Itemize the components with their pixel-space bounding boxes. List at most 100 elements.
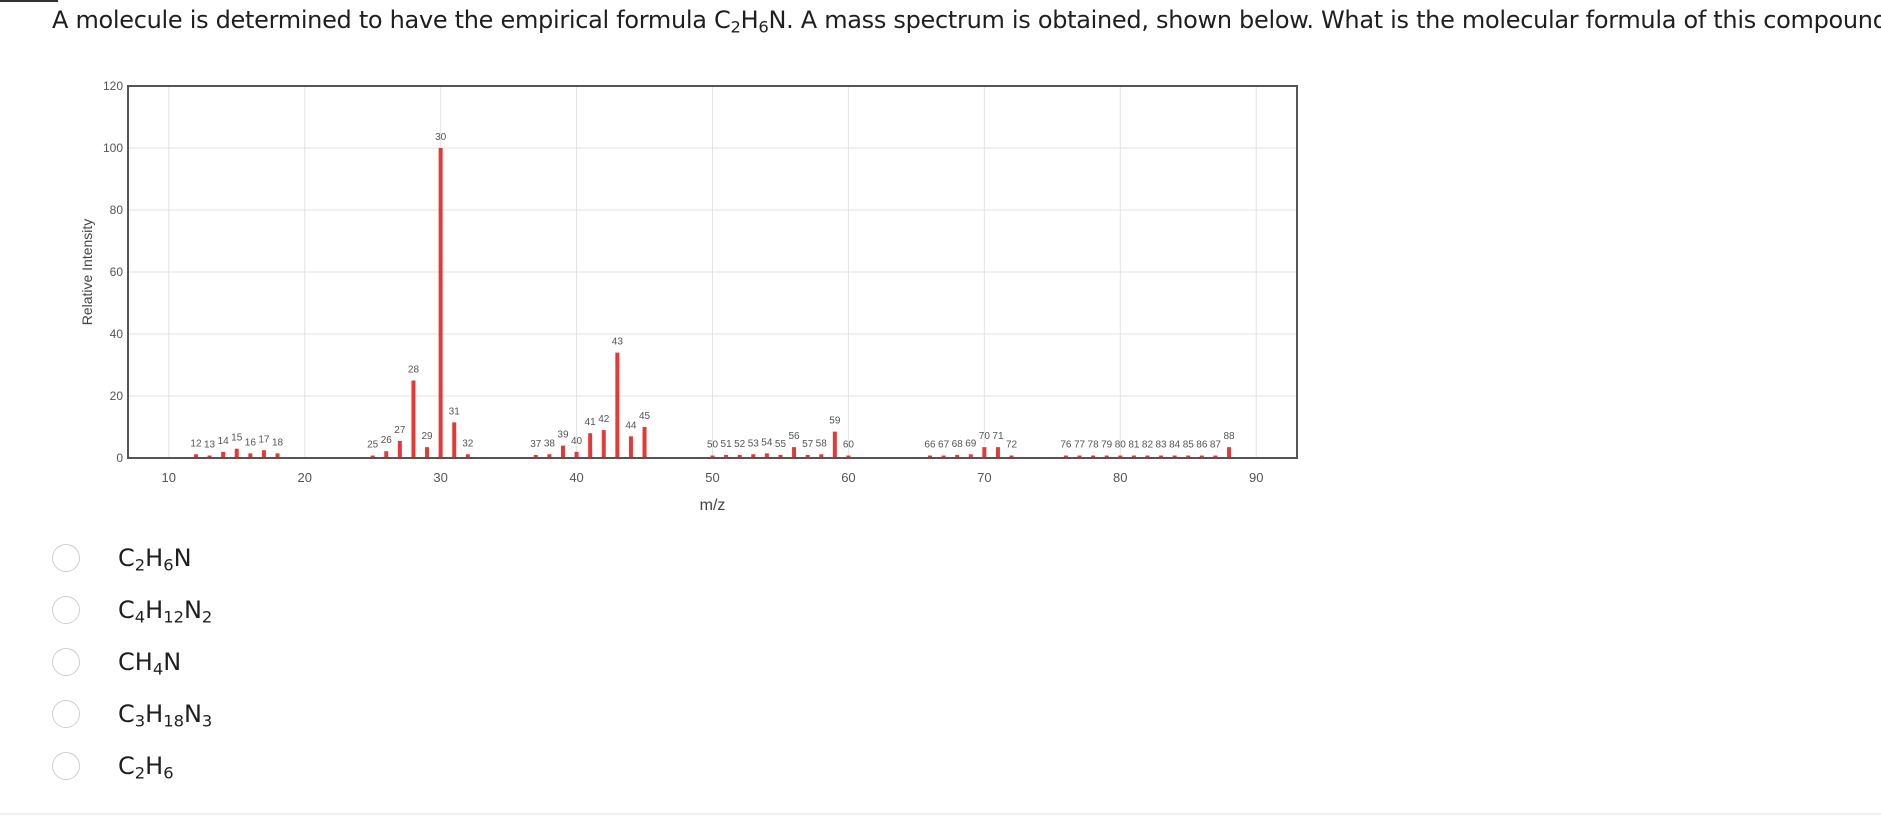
peak-label: 79	[1101, 440, 1113, 451]
peak-label: 29	[421, 431, 433, 442]
option-5[interactable]: C2H6	[52, 740, 212, 792]
x-tick-label: 20	[297, 470, 311, 485]
peak-bar	[397, 440, 402, 458]
peak-label: 59	[829, 416, 841, 427]
x-tick-label: 10	[162, 470, 176, 485]
option-1-radio[interactable]	[52, 544, 80, 572]
peak-bar	[751, 454, 756, 458]
peak-label: 55	[775, 439, 787, 450]
peak-bar	[465, 454, 470, 458]
peak-label: 82	[1142, 440, 1154, 451]
peak-bar	[438, 148, 443, 458]
option-5-label[interactable]: C2H6	[118, 752, 174, 783]
option-3-label[interactable]: CH4N	[118, 648, 182, 679]
peak-bar	[927, 455, 932, 458]
peak-bar	[995, 447, 1000, 458]
peak-bar	[792, 447, 797, 458]
peak-bar	[819, 454, 824, 458]
peak-label: 41	[585, 417, 597, 428]
peak-bar	[1186, 455, 1191, 458]
peak-label: 40	[571, 436, 583, 447]
peak-label: 68	[952, 439, 964, 450]
peak-bar	[275, 453, 280, 458]
peak-bar	[411, 380, 416, 458]
peak-bar	[1091, 455, 1096, 458]
peak-bar	[588, 433, 593, 458]
peak-label: 83	[1156, 440, 1168, 451]
peak-label: 70	[979, 431, 991, 442]
peak-label: 15	[231, 433, 243, 444]
peak-label: 50	[707, 440, 719, 451]
peak-label: 58	[816, 438, 828, 449]
y-tick-label: 40	[110, 327, 124, 341]
peak-label: 72	[1006, 440, 1018, 451]
peak-bar	[832, 431, 837, 458]
option-2-radio[interactable]	[52, 596, 80, 624]
x-tick-label: 50	[705, 470, 719, 485]
peak-bar	[710, 455, 715, 458]
peak-bar	[968, 454, 973, 458]
peak-bar	[955, 454, 960, 458]
option-3-radio[interactable]	[52, 648, 80, 676]
option-4-label[interactable]: C3H18N3	[118, 700, 213, 731]
peak-bar	[1009, 455, 1014, 458]
peak-label: 53	[748, 438, 760, 449]
peak-bar	[601, 430, 606, 458]
peak-label: 16	[245, 437, 257, 448]
peak-bar	[846, 455, 851, 458]
x-tick-label: 90	[1249, 470, 1263, 485]
option-5-radio[interactable]	[52, 752, 80, 780]
peak-label: 56	[788, 431, 800, 442]
peak-bar	[737, 454, 742, 458]
option-2[interactable]: C4H12N2	[52, 584, 212, 636]
option-2-label[interactable]: C4H12N2	[118, 596, 213, 627]
peak-label: 27	[394, 425, 406, 436]
peak-label: 42	[598, 414, 610, 425]
peak-bar	[1131, 455, 1136, 458]
x-tick-label: 60	[841, 470, 855, 485]
peak-label: 12	[190, 438, 202, 449]
peak-bar	[628, 436, 633, 458]
x-axis-title: m/z	[700, 497, 726, 514]
peak-label: 43	[612, 337, 624, 348]
option-1-label[interactable]: C2H6N	[118, 544, 192, 575]
peak-bar	[560, 445, 565, 458]
peak-label: 78	[1088, 440, 1100, 451]
peak-label: 25	[367, 440, 379, 451]
peak-label: 54	[761, 437, 773, 448]
option-3[interactable]: CH4N	[52, 636, 212, 688]
peak-label: 51	[721, 439, 733, 450]
peak-label: 81	[1128, 440, 1140, 451]
bottom-rule	[0, 813, 1881, 815]
peak-bar	[452, 422, 457, 458]
question-text: A molecule is determined to have the emp…	[52, 6, 1881, 37]
peak-label: 87	[1210, 440, 1222, 451]
peak-label: 44	[625, 420, 637, 431]
peak-label: 30	[435, 132, 447, 143]
option-4-radio[interactable]	[52, 700, 80, 728]
peak-bar	[1172, 455, 1177, 458]
peak-label: 28	[408, 365, 420, 376]
peak-label: 86	[1196, 440, 1208, 451]
peak-label: 14	[218, 436, 230, 447]
y-tick-label: 20	[110, 389, 124, 403]
peak-label: 80	[1115, 440, 1127, 451]
x-tick-label: 30	[433, 470, 447, 485]
peak-label: 38	[544, 438, 556, 449]
option-1[interactable]: C2H6N	[52, 532, 212, 584]
peak-label: 66	[924, 440, 936, 451]
peak-label: 18	[272, 437, 284, 448]
peak-bar	[778, 454, 783, 458]
option-4[interactable]: C3H18N3	[52, 688, 212, 740]
peak-label: 67	[938, 440, 950, 451]
peak-label: 32	[462, 438, 474, 449]
peak-label: 60	[843, 440, 855, 451]
peak-label: 71	[992, 431, 1004, 442]
peak-label: 31	[449, 406, 461, 417]
peak-label: 45	[639, 411, 651, 422]
x-tick-label: 40	[569, 470, 583, 485]
peak-bar	[1199, 455, 1204, 458]
peak-label: 52	[734, 439, 746, 450]
peak-bar	[642, 427, 647, 458]
peak-label: 84	[1169, 440, 1181, 451]
